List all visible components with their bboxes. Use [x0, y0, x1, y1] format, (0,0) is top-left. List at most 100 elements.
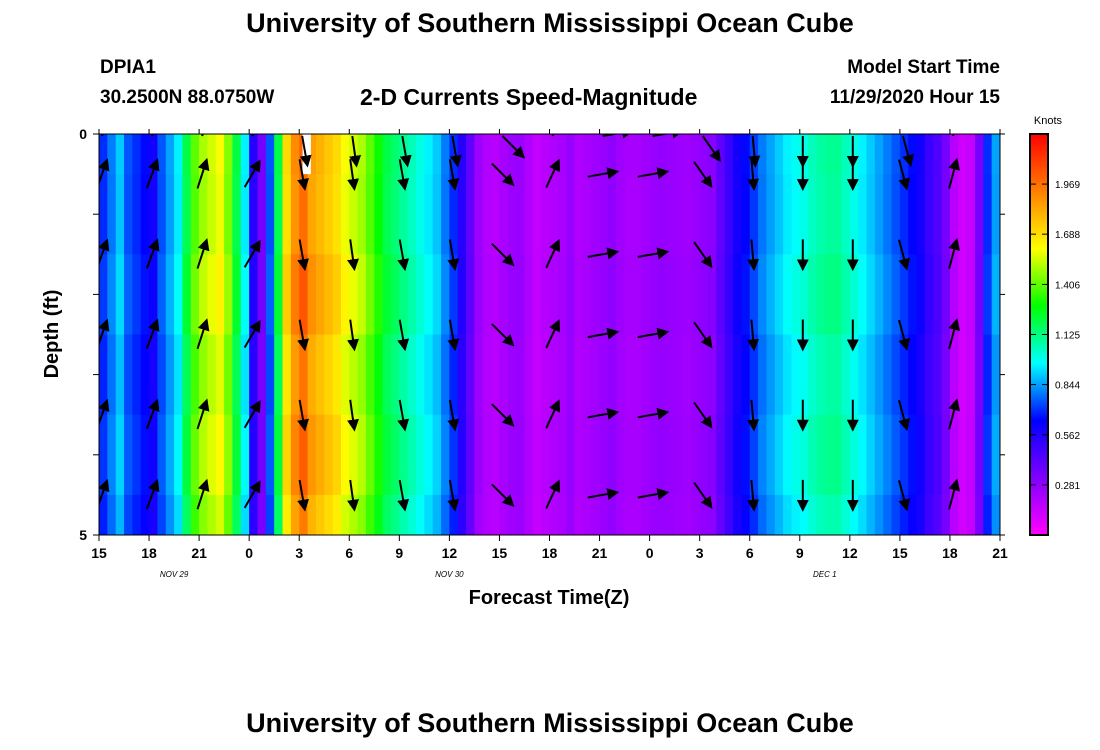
page-title: University of Southern Mississippi Ocean… — [246, 8, 854, 38]
heatmap-cell — [666, 174, 676, 255]
heatmap-cell — [641, 494, 651, 535]
heatmap-cell — [240, 254, 250, 336]
heatmap-cell — [808, 134, 818, 175]
heatmap-cell — [332, 414, 342, 496]
heatmap-cell — [808, 494, 818, 535]
heatmap-cell — [799, 334, 809, 416]
current-vector-arrow — [637, 247, 670, 260]
heatmap-cell — [783, 494, 793, 535]
heatmap-cell — [566, 174, 576, 255]
heatmap-cell — [649, 134, 659, 175]
heatmap-cell — [599, 414, 609, 496]
heatmap-cell — [382, 134, 392, 175]
current-vector-arrow — [145, 318, 160, 349]
current-vector-arrow — [545, 158, 561, 189]
heatmap-cell — [758, 494, 767, 535]
x-tick-label: 12 — [442, 545, 458, 561]
heatmap-cell — [541, 174, 551, 255]
heatmap-cell — [641, 414, 651, 496]
current-vector-arrow — [948, 398, 961, 430]
heatmap-cell — [224, 254, 234, 336]
x-tick-label: 12 — [842, 545, 858, 561]
heatmap-cell — [582, 254, 592, 336]
heatmap-cell — [624, 414, 634, 496]
heatmap-cell — [557, 494, 567, 535]
missing-data-layer — [302, 134, 311, 175]
heatmap-cell — [157, 414, 167, 496]
heatmap-cell — [482, 174, 492, 255]
heatmap-cell — [516, 254, 526, 336]
heatmap-cell — [524, 134, 534, 175]
heatmap-cell — [591, 174, 601, 255]
heatmap-cell — [616, 494, 626, 535]
heatmap-cell — [315, 134, 325, 175]
heatmap-cell — [474, 414, 484, 496]
heatmap-cell — [649, 414, 659, 496]
heatmap-cell — [115, 134, 125, 175]
heatmap-cell — [616, 414, 626, 496]
heatmap-cell — [157, 494, 167, 535]
heatmap-cell — [799, 254, 809, 336]
heatmap-cell — [899, 334, 909, 416]
heatmap-cell — [207, 174, 217, 255]
heatmap-cell — [524, 174, 534, 255]
heatmap-cell — [899, 254, 909, 336]
heatmap-cell — [616, 254, 626, 336]
heatmap-cell — [390, 494, 400, 535]
heatmap-cell — [657, 494, 667, 535]
heatmap-cell — [833, 414, 843, 496]
heatmap-cell — [182, 414, 192, 496]
heatmap-cell — [482, 134, 492, 175]
heatmap-cell — [774, 174, 784, 255]
heatmap-cell — [190, 254, 200, 336]
heatmap-cell — [482, 254, 492, 336]
current-vector-arrow — [99, 398, 110, 426]
heatmap-cell — [290, 254, 300, 336]
heatmap-cell — [824, 134, 834, 175]
current-vector-arrow — [196, 398, 210, 430]
heatmap-cell — [566, 334, 576, 416]
heatmap-cell — [899, 174, 909, 255]
heatmap-cell — [607, 254, 617, 336]
heatmap-cell — [324, 134, 334, 175]
heatmap-cell — [624, 334, 634, 416]
heatmap-cell — [124, 334, 133, 416]
current-vector-arrow — [251, 134, 255, 137]
heatmap-cell — [282, 494, 292, 535]
heatmap-cell — [349, 414, 359, 496]
heatmap-cell — [883, 334, 893, 416]
heatmap-cell — [182, 334, 192, 416]
heatmap-cell — [265, 174, 275, 255]
heatmap-cell — [607, 174, 617, 255]
heatmap-cell — [424, 254, 434, 336]
heatmap-cell — [866, 414, 876, 496]
heatmap-cell — [307, 254, 317, 336]
heatmap-cell — [140, 334, 150, 416]
x-tick-label: 6 — [345, 545, 353, 561]
heatmap-cell — [741, 254, 751, 336]
heatmap-cell — [983, 334, 993, 416]
current-vector-arrow — [347, 479, 359, 512]
heatmap-cell — [165, 494, 175, 535]
heatmap-cell — [799, 174, 809, 255]
heatmap-cell — [132, 134, 142, 175]
current-vector-arrow — [948, 318, 961, 350]
heatmap-cell — [416, 414, 425, 496]
current-vector-arrow — [587, 488, 620, 500]
heatmap-cell — [574, 494, 584, 535]
heatmap-cell — [265, 134, 275, 175]
heatmap-cell — [808, 174, 818, 255]
current-vector-arrow — [545, 479, 561, 509]
heatmap-cell — [507, 414, 517, 496]
heatmap-cell — [432, 494, 442, 535]
heatmap-cell — [299, 254, 309, 336]
current-vector-arrow — [297, 239, 309, 272]
heatmap-cell — [924, 414, 934, 496]
current-vector-arrow — [587, 167, 620, 180]
heatmap-cell — [507, 494, 517, 535]
heatmap-cell — [174, 134, 184, 175]
heatmap-cell — [249, 174, 259, 255]
heatmap-cell — [924, 254, 934, 336]
heatmap-cell — [599, 494, 609, 535]
heatmap-cell — [407, 134, 417, 175]
